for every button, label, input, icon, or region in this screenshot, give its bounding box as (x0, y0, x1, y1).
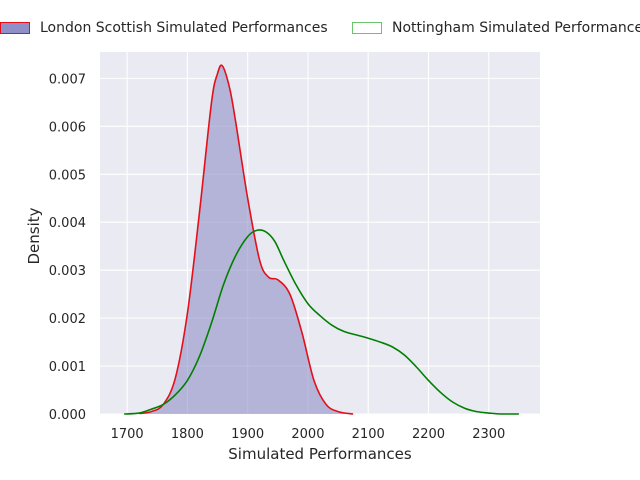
legend-swatch-london-scottish (0, 22, 30, 34)
y-tick-label: 0.000 (49, 408, 86, 423)
y-tick-label: 0.007 (49, 72, 86, 87)
x-axis-label: Simulated Performances (228, 445, 412, 463)
legend-item-london-scottish: London Scottish Simulated Performances (0, 20, 328, 36)
legend-label-london-scottish: London Scottish Simulated Performances (40, 20, 328, 36)
x-axis: 1700 1800 1900 2000 2100 2200 2300 (111, 427, 506, 442)
x-tick-label: 2100 (352, 427, 385, 442)
y-tick-label: 0.001 (49, 360, 86, 375)
line-london-scottish (139, 64, 354, 415)
x-tick-label: 1900 (231, 427, 264, 442)
x-tick-label: 2200 (412, 427, 445, 442)
x-tick-label: 1800 (171, 427, 204, 442)
y-axis-label: Density (25, 207, 43, 264)
y-tick-label: 0.004 (49, 216, 86, 231)
grid (100, 52, 540, 415)
x-tick-label: 1700 (111, 427, 144, 442)
legend-label-nottingham: Nottingham Simulated Performances (392, 20, 640, 36)
series-layer (124, 64, 519, 415)
legend-item-nottingham: Nottingham Simulated Performances (352, 20, 640, 36)
y-axis: 0.000 0.001 0.002 0.003 0.004 0.005 0.006 0.007 (49, 72, 86, 423)
x-tick-label: 2000 (291, 427, 324, 442)
plot-area (100, 52, 540, 414)
y-tick-label: 0.005 (49, 168, 86, 183)
legend: London Scottish Simulated Performances N… (0, 20, 640, 40)
y-tick-label: 0.003 (49, 264, 86, 279)
y-tick-label: 0.002 (49, 312, 86, 327)
legend-swatch-nottingham (352, 22, 382, 34)
y-tick-label: 0.006 (49, 120, 86, 135)
x-tick-label: 2300 (472, 427, 505, 442)
line-nottingham (124, 229, 519, 415)
